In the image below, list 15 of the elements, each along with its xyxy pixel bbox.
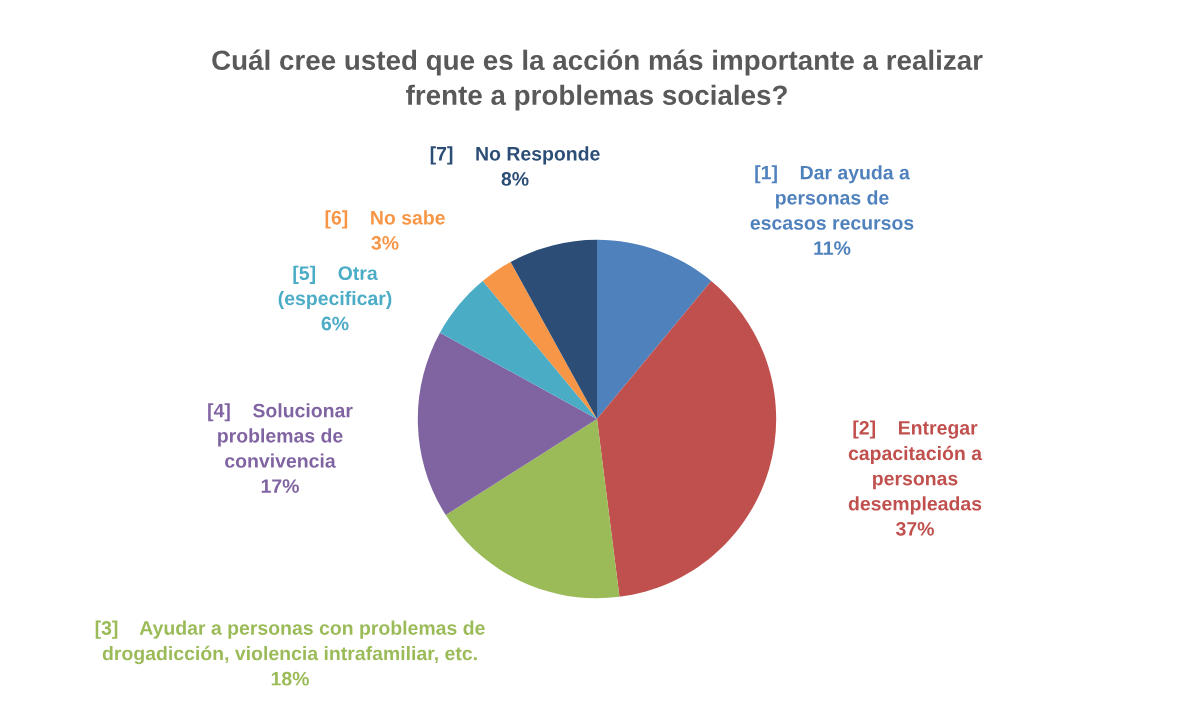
slice-label: [2] Entregar capacitación a personas desempleadas [848,420,983,515]
data-label: 37% [895,521,934,536]
data-label: 6% [321,316,349,331]
slice-label: [1] Dar ayuda a personas de escasos recursos [750,165,914,230]
data-label: 18% [271,671,309,686]
data-label: 3% [371,236,399,250]
data-label: 11% [814,241,851,255]
chart-title: Cuál cree usted que es la acción más importante a realizar frente a problemas sociales? [212,49,983,111]
data-label: 8% [501,172,529,186]
slice-label: [3] Ayudar a personas con problemas de drogadicción, violencia intrafamiliar, etc. [95,620,485,665]
slice-label: [5] Otra (especificar) [278,265,392,310]
slice-label: [6] No sabe [325,210,445,229]
data-label: 17% [261,479,299,493]
slice-label: [7] No Responde [430,146,600,165]
slice-label: [4] Solucionar problemas de convivencia [208,403,353,468]
